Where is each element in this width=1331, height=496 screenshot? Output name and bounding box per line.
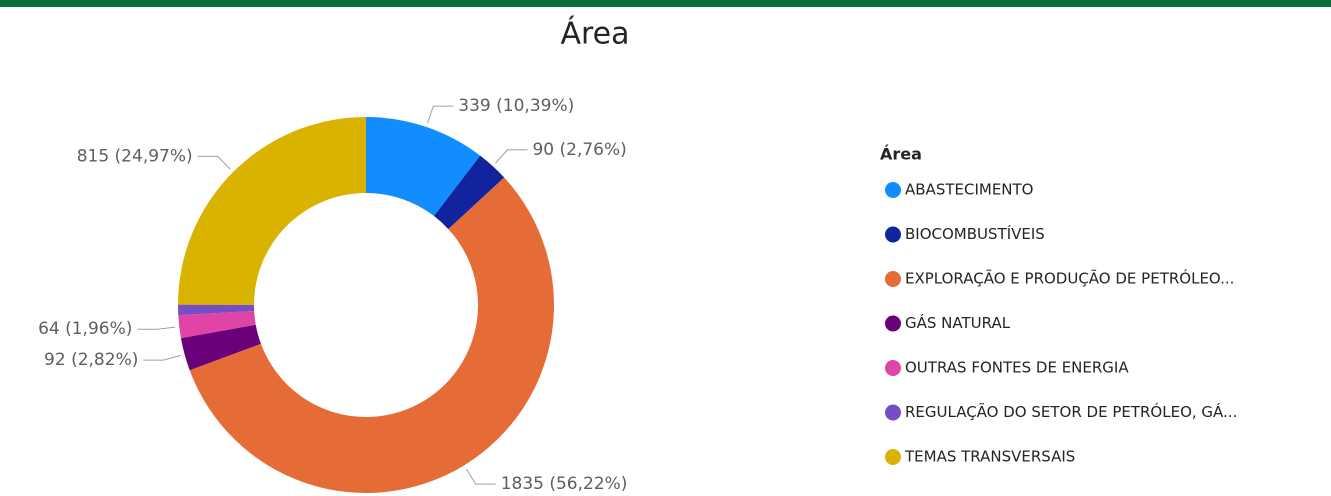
legend-marker [885, 182, 901, 198]
donut-slice [178, 304, 255, 316]
legend-label: TEMAS TRANSVERSAIS [904, 448, 1075, 466]
legend-label: REGULAÇÃO DO SETOR DE PETRÓLEO, GÁ... [905, 402, 1237, 421]
legend-marker [885, 271, 901, 287]
leader-line [494, 149, 528, 164]
legend-marker [885, 315, 901, 332]
data-label: 1835 (56,22%) [501, 474, 628, 494]
data-label: 64 (1,96%) [38, 319, 132, 339]
leader-line [197, 155, 231, 170]
legend-label: BIOCOMBUSTÍVEIS [905, 224, 1045, 243]
donut-slice [178, 117, 366, 305]
data-label: 815 (24,97%) [77, 146, 193, 166]
legend-marker [885, 360, 901, 376]
legend-label: GÁS NATURAL [905, 313, 1011, 332]
donut-slice [180, 324, 261, 371]
legend-marker [885, 449, 901, 465]
leader-line [137, 326, 176, 330]
legend-marker [885, 226, 901, 243]
data-label: 92 (2,82%) [44, 350, 138, 370]
top-bar [0, 0, 1331, 7]
leader-line [427, 105, 454, 124]
legend-label: ABASTECIMENTO [905, 181, 1033, 199]
chart-title: Área [560, 16, 629, 52]
data-label: 339 (10,39%) [458, 96, 574, 116]
legend-title: Área [880, 145, 922, 164]
leader-line [465, 468, 496, 485]
donut-slice [434, 155, 505, 230]
legend-label: OUTRAS FONTES DE ENERGIA [905, 359, 1129, 377]
donut-slice [366, 117, 481, 217]
data-label: 90 (2,76%) [532, 140, 626, 160]
donut-slice [189, 177, 555, 494]
legend-marker [885, 404, 901, 421]
donut-slice [178, 311, 256, 339]
leader-line [143, 354, 181, 361]
legend-label: EXPLORAÇÃO E PRODUÇÃO DE PETRÓLEO... [905, 269, 1234, 288]
